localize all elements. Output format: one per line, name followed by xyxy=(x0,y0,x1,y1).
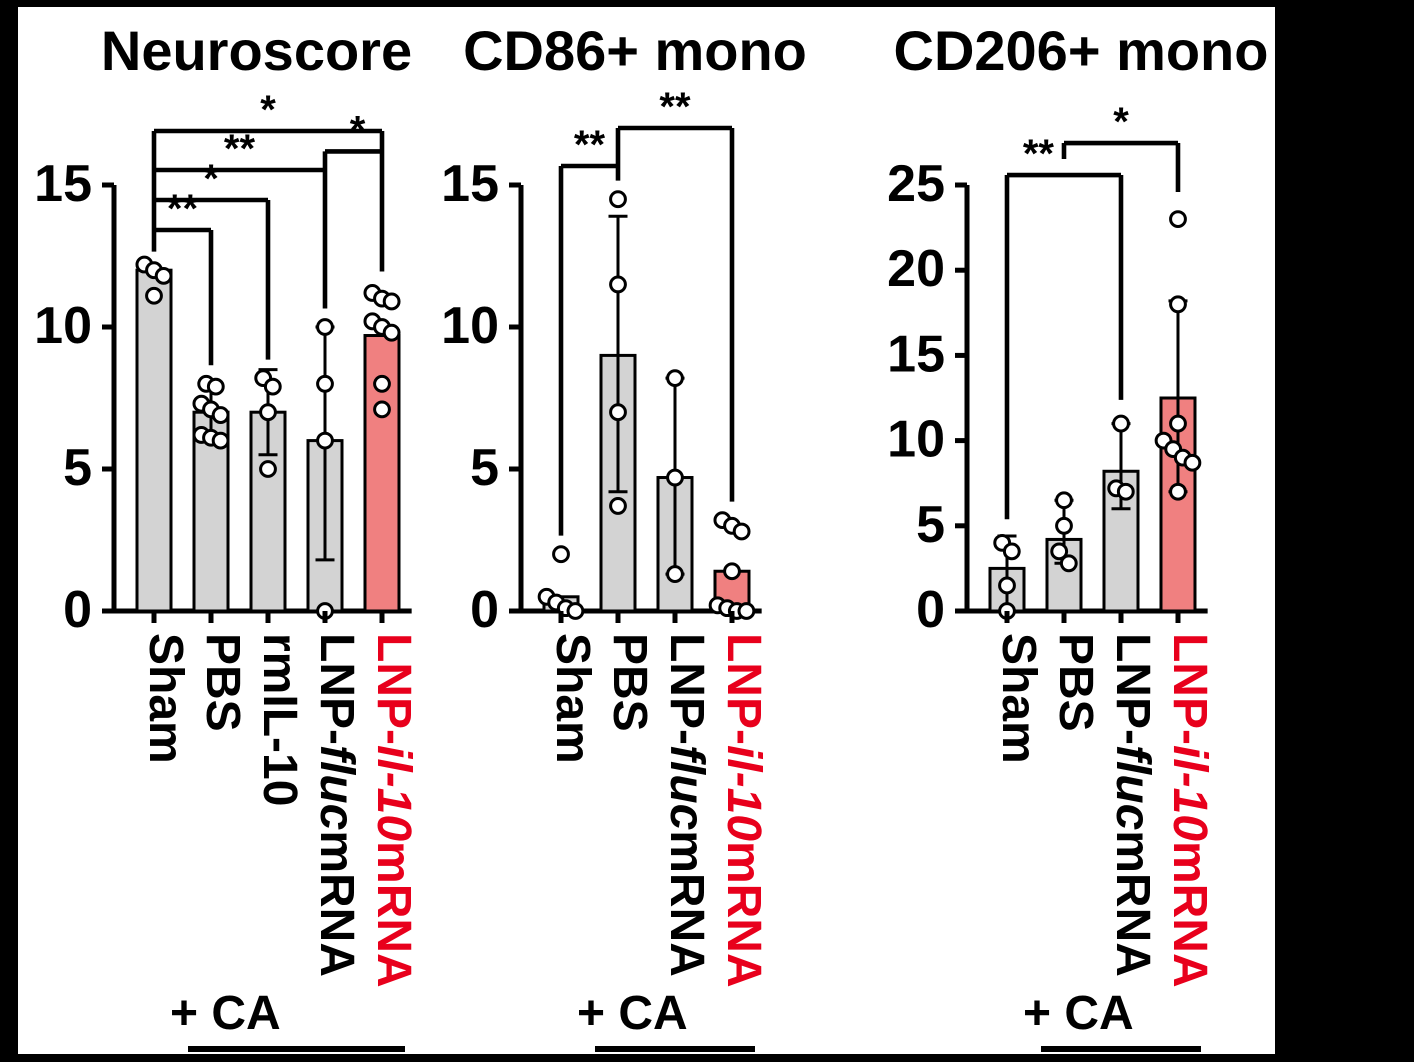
svg-text:LNP-flucmRNA: LNP-flucmRNA xyxy=(1106,633,1159,977)
svg-text:+ CA: + CA xyxy=(1023,987,1134,1040)
svg-text:PBS: PBS xyxy=(1049,633,1102,732)
svg-text:LNP-flucmRNA: LNP-flucmRNA xyxy=(660,633,713,977)
svg-text:**: ** xyxy=(659,85,691,129)
svg-text:Neuroscore: Neuroscore xyxy=(101,19,412,82)
svg-text:**: ** xyxy=(574,123,606,167)
svg-text:Sham: Sham xyxy=(139,633,192,764)
svg-text:0: 0 xyxy=(470,581,499,639)
svg-text:*: * xyxy=(1113,100,1129,144)
svg-text:15: 15 xyxy=(34,155,92,213)
svg-text:LNP-il-10mRNA: LNP-il-10mRNA xyxy=(1163,633,1216,988)
svg-text:15: 15 xyxy=(887,325,945,383)
svg-text:+ CA: + CA xyxy=(577,987,688,1040)
svg-text:PBS: PBS xyxy=(196,633,249,732)
svg-text:10: 10 xyxy=(441,297,499,355)
svg-text:Sham: Sham xyxy=(992,633,1045,764)
svg-text:LNP-il-10mRNA: LNP-il-10mRNA xyxy=(717,633,770,988)
svg-text:10: 10 xyxy=(887,411,945,469)
svg-text:LNP-il-10mRNA: LNP-il-10mRNA xyxy=(367,633,420,988)
svg-text:5: 5 xyxy=(470,439,499,497)
svg-text:rmIL-10: rmIL-10 xyxy=(253,633,306,806)
svg-text:0: 0 xyxy=(63,581,92,639)
svg-text:5: 5 xyxy=(63,439,92,497)
svg-text:**: ** xyxy=(224,127,256,171)
svg-text:**: ** xyxy=(167,187,199,231)
svg-text:LNP-flucmRNA: LNP-flucmRNA xyxy=(310,633,363,977)
svg-text:PBS: PBS xyxy=(603,633,656,732)
svg-text:20: 20 xyxy=(887,240,945,298)
svg-text:*: * xyxy=(203,157,219,201)
svg-text:+ CA: + CA xyxy=(170,987,281,1040)
svg-text:25: 25 xyxy=(887,155,945,213)
svg-text:Sham: Sham xyxy=(546,633,599,764)
svg-text:*: * xyxy=(260,88,276,132)
svg-text:CD86+ mono: CD86+ mono xyxy=(463,19,807,82)
svg-text:**: ** xyxy=(1023,132,1055,176)
svg-text:5: 5 xyxy=(916,496,945,554)
svg-text:0: 0 xyxy=(916,581,945,639)
svg-text:CD206+ mono: CD206+ mono xyxy=(894,19,1269,82)
svg-text:15: 15 xyxy=(441,155,499,213)
svg-text:10: 10 xyxy=(34,297,92,355)
